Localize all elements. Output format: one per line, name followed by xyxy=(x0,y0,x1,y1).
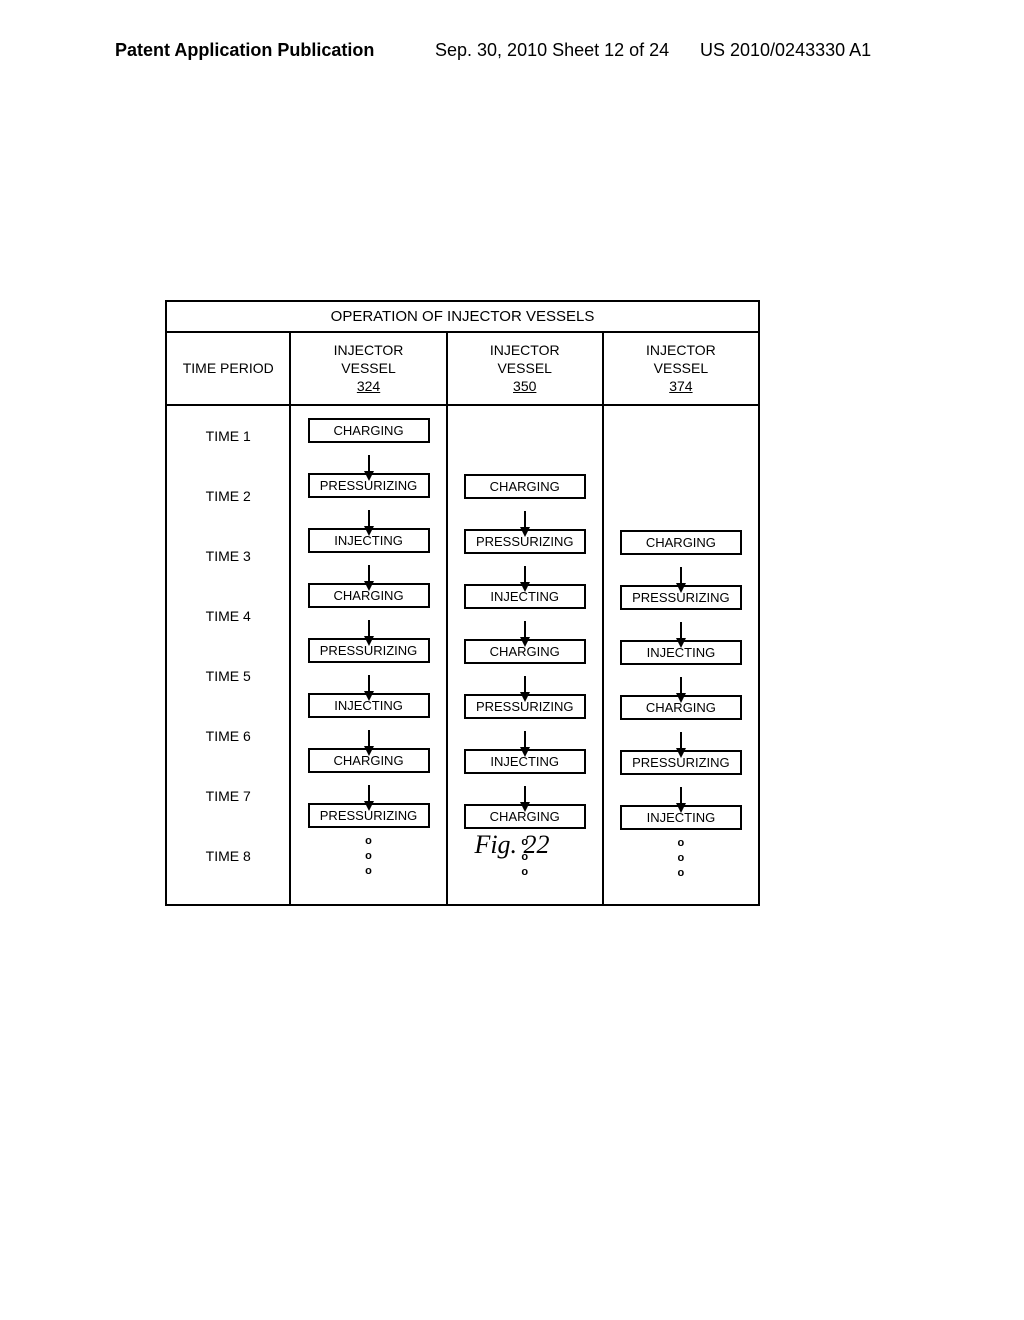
col-header-line: INJECTOR xyxy=(490,342,560,358)
col-header-time: TIME PERIOD xyxy=(166,332,290,405)
col-header-line: INJECTOR xyxy=(334,342,404,358)
time-label: TIME 4 xyxy=(206,604,251,664)
col-header-vessel-350: INJECTOR VESSEL 350 xyxy=(447,332,603,405)
header-right: US 2010/0243330 A1 xyxy=(700,40,871,61)
state-box: CHARGING xyxy=(464,474,586,499)
col-header-line: VESSEL xyxy=(341,360,395,376)
col-header-ref: 374 xyxy=(669,378,692,394)
col-header-line: INJECTOR xyxy=(646,342,716,358)
col-header-line: VESSEL xyxy=(654,360,708,376)
col-header-line: VESSEL xyxy=(497,360,551,376)
table-header-row: TIME PERIOD INJECTOR VESSEL 324 INJECTOR… xyxy=(166,332,759,405)
figure-caption: Fig. 22 xyxy=(0,830,1024,860)
state-box: CHARGING xyxy=(308,418,430,443)
time-label: TIME 5 xyxy=(206,664,251,724)
time-label: TIME 6 xyxy=(206,724,251,784)
col-header-ref: 324 xyxy=(357,378,380,394)
operation-table: OPERATION OF INJECTOR VESSELS TIME PERIO… xyxy=(165,300,760,906)
header-center: Sep. 30, 2010 Sheet 12 of 24 xyxy=(435,40,669,61)
time-label: TIME 1 xyxy=(206,424,251,484)
table-title: OPERATION OF INJECTOR VESSELS xyxy=(166,301,759,332)
col-header-vessel-324: INJECTOR VESSEL 324 xyxy=(290,332,446,405)
header-left: Patent Application Publication xyxy=(115,40,374,61)
time-label: TIME 2 xyxy=(206,484,251,544)
time-label: TIME 3 xyxy=(206,544,251,604)
col-header-vessel-374: INJECTOR VESSEL 374 xyxy=(603,332,759,405)
state-box: CHARGING xyxy=(620,530,742,555)
col-header-ref: 350 xyxy=(513,378,536,394)
table-title-row: OPERATION OF INJECTOR VESSELS xyxy=(166,301,759,332)
